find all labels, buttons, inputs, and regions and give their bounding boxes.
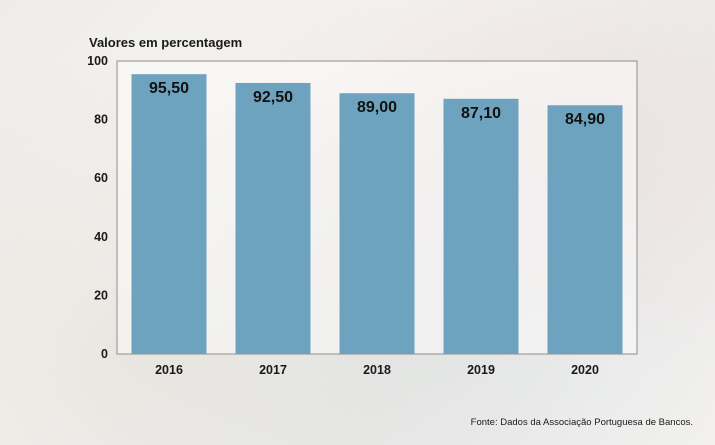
data-label-2017: 92,50 [253, 89, 293, 106]
bar-2016 [131, 74, 207, 354]
x-tick-label-2016: 2016 [155, 363, 183, 377]
x-tick-label-2017: 2017 [259, 363, 287, 377]
y-tick-label: 20 [94, 288, 108, 302]
y-tick-label: 100 [87, 54, 108, 68]
data-label-2020: 84,90 [565, 111, 605, 128]
data-label-2019: 87,10 [461, 105, 501, 122]
x-axis: 2016 2017 2018 2019 2020 [155, 363, 599, 377]
bar-2020 [547, 105, 623, 354]
y-tick-label: 40 [94, 230, 108, 244]
y-tick-label: 0 [101, 347, 108, 361]
y-axis: 0 20 40 60 80 100 [87, 54, 108, 361]
data-label-2016: 95,50 [149, 80, 189, 97]
source-note: Fonte: Dados da Associação Portuguesa de… [471, 417, 693, 428]
y-tick-label: 80 [94, 113, 108, 127]
bar-2018 [339, 93, 415, 354]
data-label-2018: 89,00 [357, 99, 397, 116]
x-tick-label-2018: 2018 [363, 363, 391, 377]
y-tick-label: 60 [94, 171, 108, 185]
x-tick-label-2019: 2019 [467, 363, 495, 377]
bar-2019 [443, 98, 519, 354]
x-tick-label-2020: 2020 [571, 363, 599, 377]
chart-subtitle: Valores em percentagem [89, 35, 242, 50]
bars: 95,50 92,50 89,00 87,10 84,90 [131, 74, 623, 354]
bar-2017 [235, 82, 311, 354]
